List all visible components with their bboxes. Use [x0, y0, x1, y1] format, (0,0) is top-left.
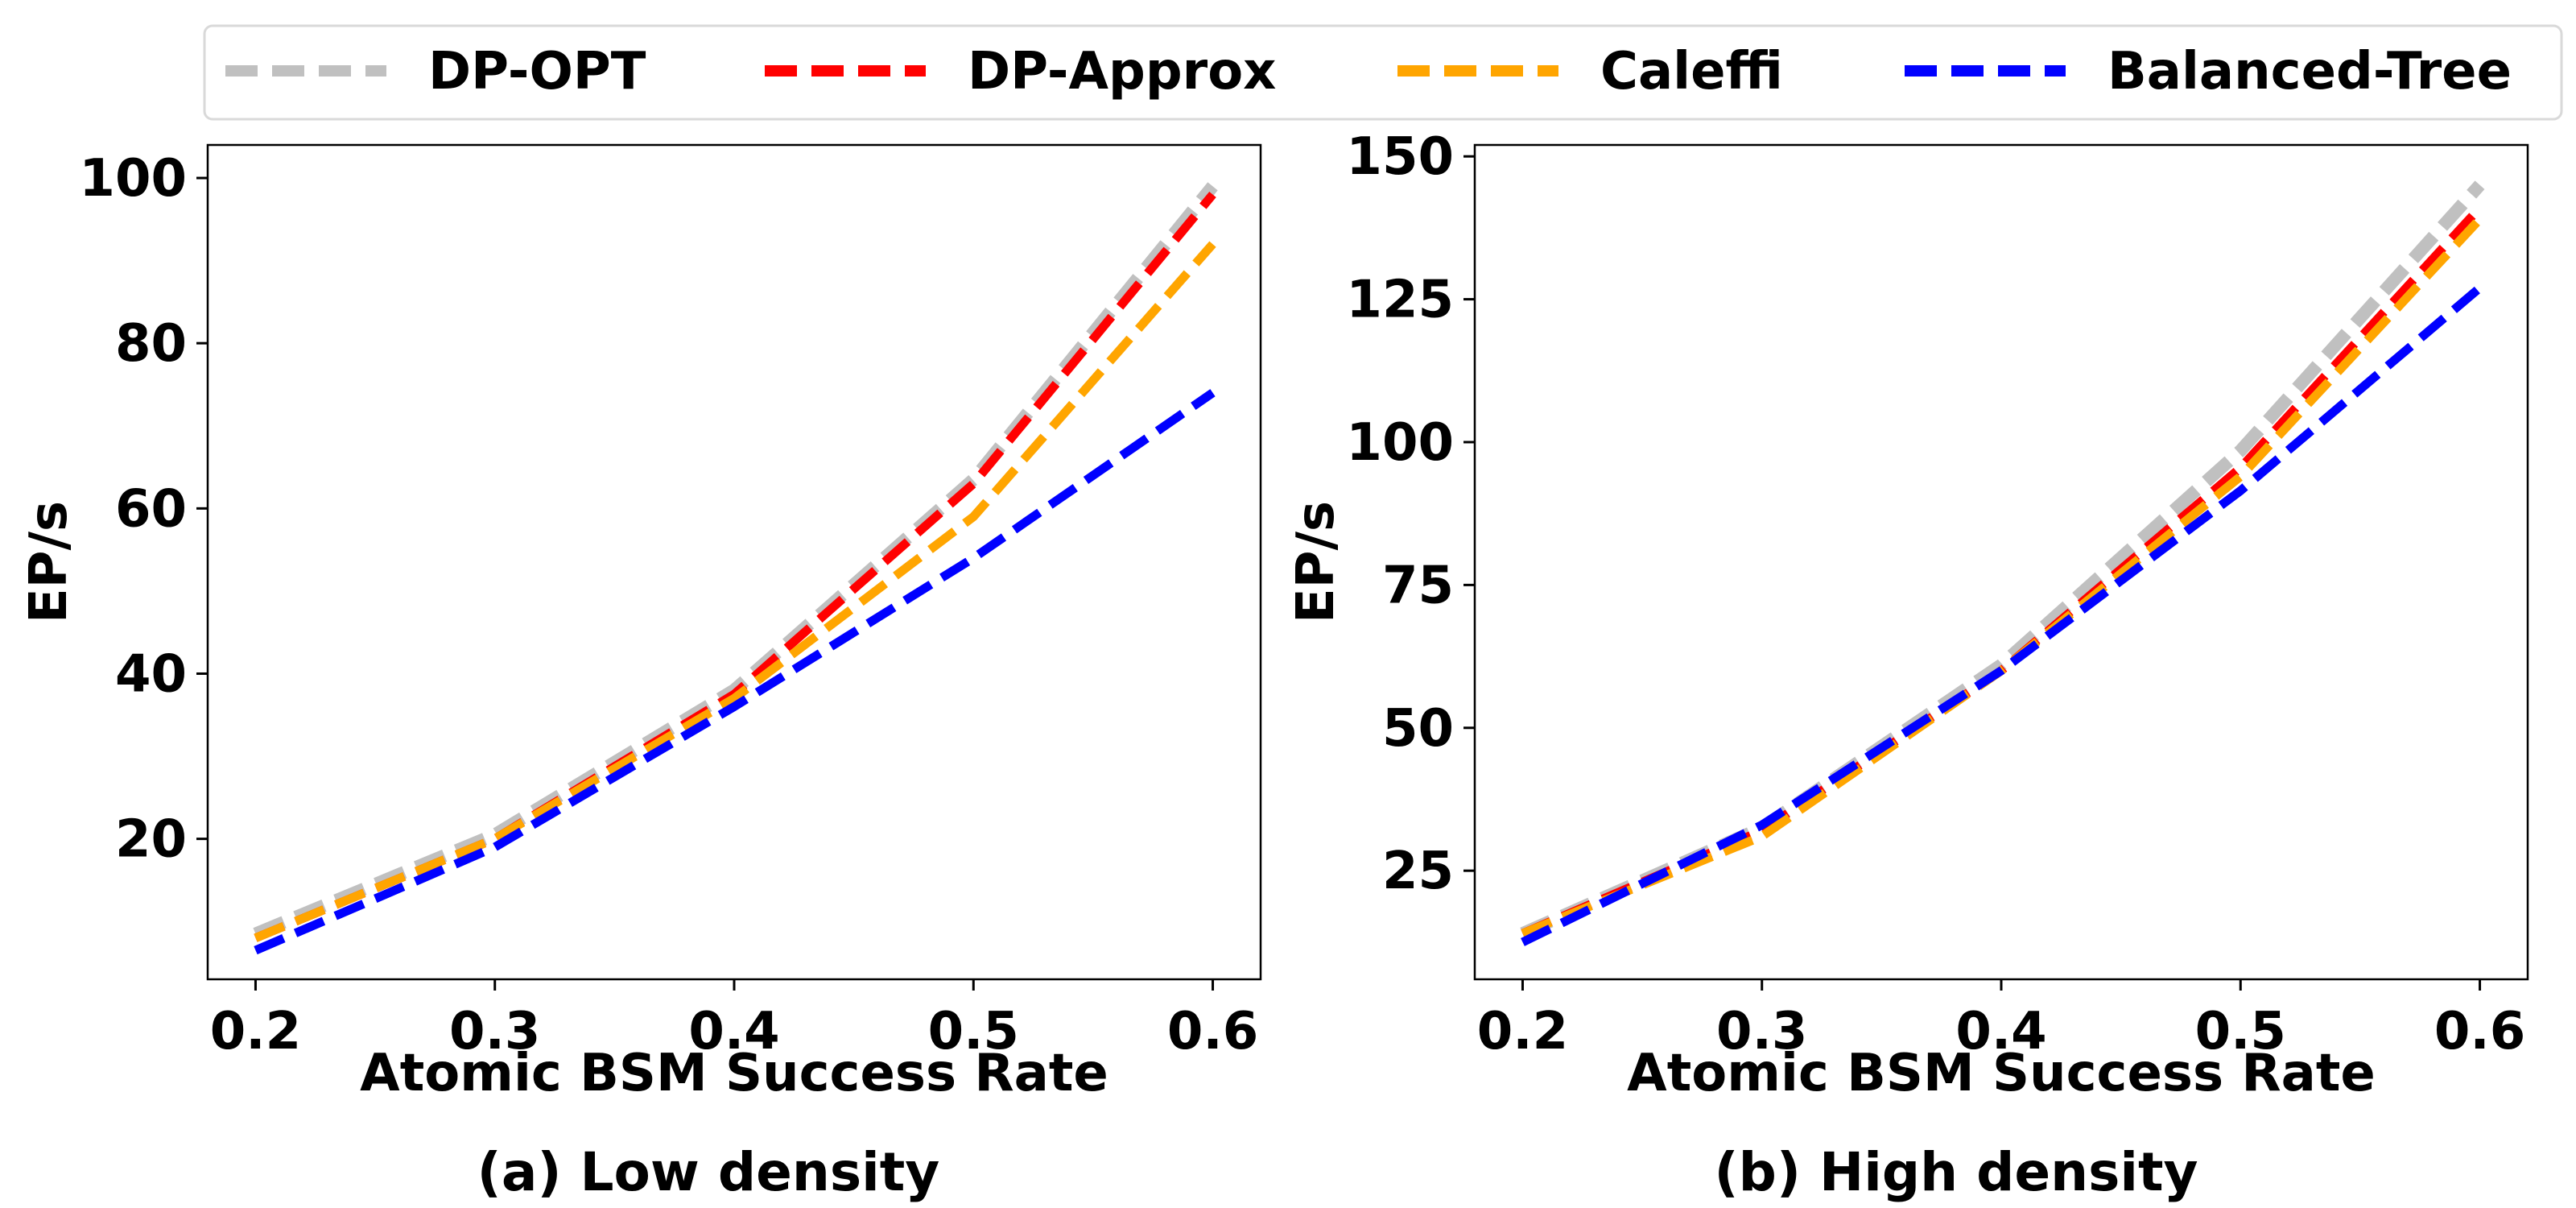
series-line-balanced-tree [1521, 284, 2483, 946]
x-axis-label: Atomic BSM Success Rate [360, 1044, 1108, 1103]
x-tick-label: 0.5 [2195, 1002, 2286, 1061]
x-axis: 0.2 0.3 0.4 0.5 0.6 [210, 979, 1258, 1061]
y-tick-label: 75 [1382, 556, 1454, 615]
legend-label-dp-opt: DP-OPT [428, 42, 646, 101]
x-tick-label: 0.5 [928, 1002, 1019, 1061]
legend-frame [203, 24, 2563, 121]
series-line-dp-approx [254, 191, 1216, 942]
y-tick-label: 50 [1382, 699, 1454, 759]
legend-entry-dp-approx: DP-Approx [765, 42, 1276, 101]
x-tick-label: 0.6 [1167, 1002, 1258, 1061]
series-line-caleffi [254, 241, 1216, 942]
x-axis-label: Atomic BSM Success Rate [1627, 1044, 2376, 1103]
y-tick-label: 125 [1346, 271, 1454, 330]
plot-frame [206, 143, 1262, 981]
x-tick-label: 0.6 [2434, 1002, 2525, 1061]
y-tick-label: 40 [115, 644, 187, 704]
y-axis-label: EP/s [19, 501, 79, 623]
legend-label-dp-approx: DP-Approx [968, 42, 1276, 101]
x-tick-label: 0.2 [210, 1002, 301, 1061]
y-tick-label: 100 [1346, 413, 1454, 473]
x-tick-label: 0.4 [1955, 1002, 2046, 1061]
y-tick-label: 100 [79, 149, 187, 209]
series-line-dp-approx [1521, 205, 2483, 938]
x-tick-label: 0.4 [688, 1002, 779, 1061]
chart-panel-low-density: 20 40 60 80 100 0.2 0.3 0.4 0.5 0.6 Atomic BSM S… [19, 143, 1262, 1203]
x-axis: 0.2 0.3 0.4 0.5 0.6 [1477, 979, 2525, 1061]
y-tick-label: 25 [1382, 842, 1454, 901]
legend-label-caleffi: Caleffi [1600, 42, 1783, 101]
y-tick-label: 150 [1346, 127, 1454, 187]
legend-entry-balanced-tree: Balanced-Tree [1905, 42, 2512, 101]
y-tick-label: 60 [115, 479, 187, 539]
panel-caption: (a) Low density [477, 1141, 940, 1203]
x-tick-label: 0.3 [449, 1002, 540, 1061]
y-axis: 20 40 60 80 100 [79, 149, 208, 870]
series-line-dp-opt [1520, 180, 2485, 940]
legend-entry-dp-opt: DP-OPT [225, 42, 646, 101]
y-tick-label: 20 [115, 810, 187, 870]
x-tick-label: 0.3 [1716, 1002, 1807, 1061]
legend-label-balanced-tree: Balanced-Tree [2107, 42, 2512, 101]
plot-frame [1473, 143, 2529, 981]
y-axis: 25 50 75 100 125 150 [1346, 127, 1475, 901]
series-lines [253, 182, 1218, 955]
y-tick-label: 80 [115, 314, 187, 374]
series-line-balanced-tree [254, 389, 1216, 955]
legend: DP-OPT DP-Approx Caleffi Balanced-Tree [203, 24, 2563, 121]
y-axis-label: EP/s [1286, 501, 1346, 623]
x-tick-label: 0.2 [1477, 1002, 1568, 1061]
series-line-caleffi [1521, 216, 2483, 938]
panel-caption: (b) High density [1714, 1141, 2198, 1203]
chart-panel-high-density: 25 50 75 100 125 150 0.2 0.3 0.4 0.5 0.6 Atomic B… [1286, 127, 2529, 1203]
series-line-dp-opt [253, 182, 1218, 940]
series-lines [1520, 180, 2485, 946]
legend-entry-caleffi: Caleffi [1397, 42, 1783, 101]
